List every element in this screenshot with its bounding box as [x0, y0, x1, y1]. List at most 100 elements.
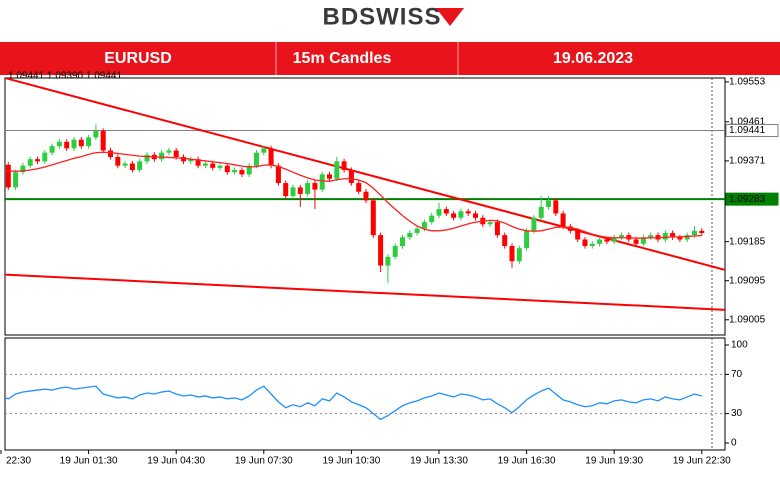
candle-body: [115, 157, 121, 166]
logo: BDSWISS: [322, 3, 441, 30]
candle-body: [224, 165, 230, 173]
candle-body: [494, 222, 500, 236]
candle-body: [473, 213, 478, 218]
candle-body: [341, 161, 347, 171]
candle-body: [400, 237, 405, 247]
candle-body: [436, 209, 442, 216]
candle-body: [575, 230, 581, 240]
candle-body: [78, 139, 84, 147]
candle-body: [56, 141, 62, 147]
candle-body: [283, 183, 289, 197]
candle-body: [385, 256, 391, 266]
candle-body: [560, 213, 566, 227]
candle-body: [195, 159, 201, 166]
candle-body: [122, 163, 128, 166]
y-tick-label: 1.09553: [729, 77, 766, 88]
x-tick-label: 19 Jun 16:30: [498, 456, 556, 467]
candle-body: [531, 217, 537, 231]
x-tick-label: 19 Jun 19:30: [585, 456, 643, 467]
candle-body: [144, 154, 150, 162]
candle-body: [268, 148, 274, 166]
candle-body: [582, 239, 588, 247]
candle-body: [42, 152, 48, 162]
candle-body: [509, 246, 515, 262]
level-label: 1.09441: [729, 125, 766, 136]
candle-body: [202, 163, 208, 166]
rsi-tick-label: 0: [731, 438, 737, 449]
level-label: 1.09283: [729, 194, 766, 205]
candle-body: [670, 232, 676, 238]
candle-body: [254, 152, 259, 166]
candle-body: [502, 235, 508, 247]
rsi-tick-label: 70: [731, 369, 743, 380]
logo-icon: [436, 8, 464, 26]
x-tick-label: 19 Jun 10:30: [322, 456, 380, 467]
candle-body: [553, 200, 559, 214]
candle-body: [305, 183, 311, 194]
y-tick-label: 1.09005: [729, 314, 766, 325]
candle-body: [334, 161, 340, 179]
candle-body: [516, 248, 522, 262]
candle-body: [677, 237, 683, 240]
moving-average: [5, 151, 702, 239]
info-text: 1.09441 1.09390 1.09441: [8, 71, 122, 82]
candle-body: [378, 235, 384, 266]
candle-body: [414, 228, 420, 233]
candle-body: [604, 239, 610, 242]
candle-body: [93, 130, 99, 138]
y-tick-label: 1.09185: [729, 236, 766, 247]
candle-body: [290, 187, 296, 197]
candle-body: [648, 235, 654, 238]
candle-body: [188, 159, 194, 162]
rsi-frame: [4, 337, 726, 451]
candle-body: [370, 200, 376, 236]
y-tick-label: 1.09095: [729, 275, 766, 286]
candle-body: [538, 206, 544, 218]
candle-body: [232, 170, 238, 173]
candle-body: [363, 191, 369, 201]
candle-body: [5, 164, 11, 188]
candle-body: [159, 152, 165, 160]
x-tick-label: 19 Jun 01:30: [60, 456, 118, 467]
candle-body: [348, 170, 354, 184]
candle-body: [421, 222, 427, 229]
header-date: 19.06.2023: [553, 50, 633, 67]
x-tick-label: 19 Jun 07:30: [235, 456, 293, 467]
candle-body: [275, 165, 281, 184]
x-tick-label: 22:30: [6, 456, 31, 467]
header-timeframe: 15m Candles: [293, 50, 392, 67]
candle-body: [429, 215, 435, 223]
candle-body: [13, 172, 19, 188]
candle-body: [567, 226, 573, 231]
y-tick-label: 1.09371: [729, 156, 766, 167]
candle-body: [137, 161, 143, 171]
candle-body: [443, 209, 449, 214]
candle-body: [524, 230, 530, 249]
candle-body: [246, 165, 252, 175]
x-tick-label: 19 Jun 04:30: [147, 456, 205, 467]
candle-body: [640, 237, 646, 244]
candle-body: [312, 183, 318, 190]
candle-body: [35, 159, 40, 162]
candle-body: [0, 157, 4, 165]
candle-body: [181, 157, 186, 162]
candle-body: [589, 243, 595, 247]
candle-body: [173, 150, 179, 158]
x-tick-label: 19 Jun 13:30: [410, 456, 468, 467]
candle-body: [217, 165, 223, 168]
plot-frame: [4, 77, 726, 336]
candle-body: [297, 187, 303, 194]
candle-body: [407, 232, 413, 238]
candle-body: [619, 235, 624, 238]
candle-body: [356, 183, 362, 192]
candle-body: [86, 137, 92, 147]
y-tick-label: 1.09461: [729, 116, 766, 127]
candle-body: [392, 246, 398, 257]
candle-body: [129, 163, 135, 171]
candle-body: [108, 150, 113, 158]
level-box: [725, 192, 779, 206]
candle-body: [261, 148, 267, 153]
candle-body: [684, 235, 690, 240]
candle-body: [451, 213, 457, 218]
